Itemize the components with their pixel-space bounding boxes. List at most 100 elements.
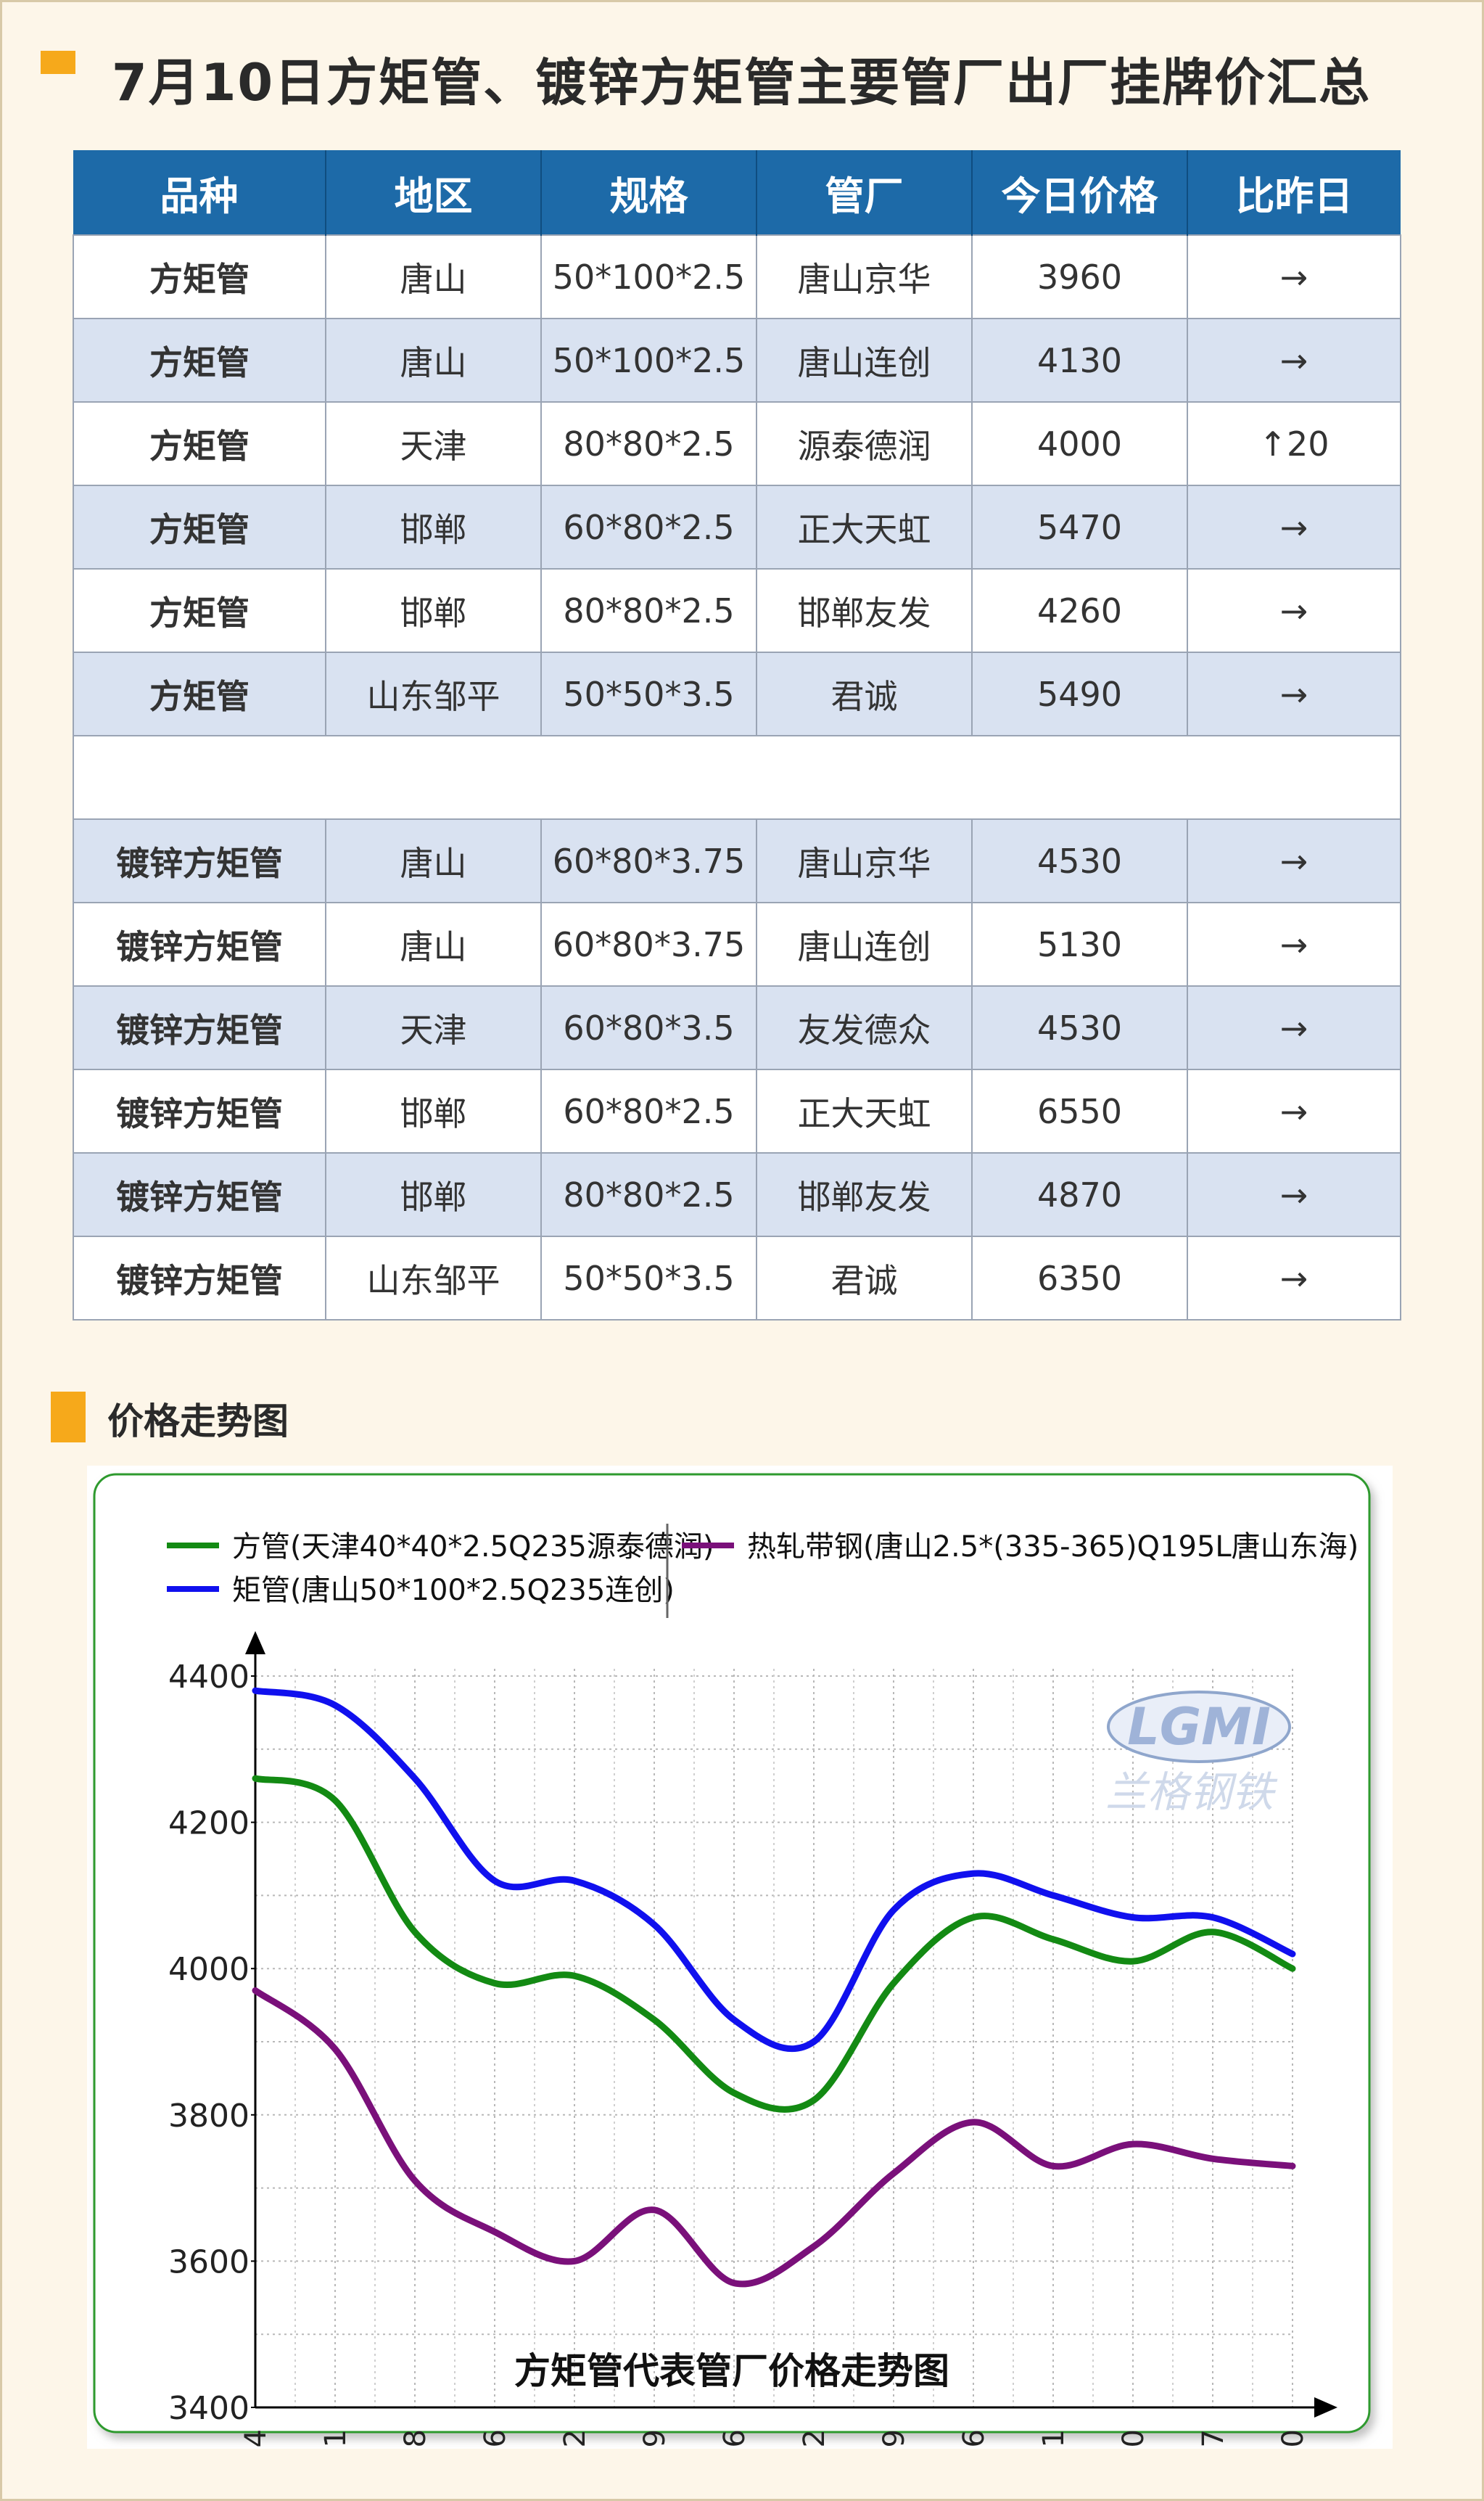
table-cell-region: 唐山: [325, 234, 542, 319]
legend-label: 热轧带钢(唐山2.5*(335-365)Q195L唐山东海): [747, 1530, 1359, 1564]
title-accent-bar: [41, 51, 75, 74]
table-cell-price: 4000: [971, 401, 1188, 486]
table-row: 镀锌方矩管 山东邹平 50*50*3.5 君诚 6350 →: [73, 1236, 1401, 1321]
table-cell-cat: 方矩管: [73, 568, 326, 653]
x-tick-label: 23.07.10: [1277, 2429, 1310, 2449]
table-cell-mill: 唐山连创: [756, 902, 973, 987]
table-cell-price: 4130: [971, 318, 1188, 403]
y-tick-label: 3800: [168, 2098, 250, 2135]
svg-text:兰格钢铁: 兰格钢铁: [1105, 1767, 1278, 1817]
table-cell-spec: 80*80*2.5: [540, 1152, 757, 1237]
x-axis-arrow: [1314, 2397, 1337, 2418]
table-cell-price: 4870: [971, 1152, 1188, 1237]
column-header: 管厂: [757, 150, 973, 235]
chart-legend: 方管(天津40*40*2.5Q235源泰德润) 矩管(唐山50*100*2.5Q2…: [167, 1524, 1359, 1618]
table-cell-spec: 80*80*2.5: [540, 568, 757, 653]
table-spacer-row: [73, 735, 1401, 820]
table-cell-price: 3960: [971, 234, 1188, 319]
table-cell-cat: 镀锌方矩管: [73, 985, 326, 1070]
price-table: 品种 地区 规格 管厂 今日价格 比昨日 方矩管 唐山 50*100*2.5 唐山京华…: [73, 150, 1401, 1321]
table-cell-region: 唐山: [325, 318, 542, 403]
table-cell-cat: 方矩管: [73, 485, 326, 570]
table-row: 镀锌方矩管 唐山 60*80*3.75 唐山连创 5130 →: [73, 902, 1401, 987]
x-tick-label: 23.06.21: [1037, 2429, 1071, 2449]
x-tick-label: 23.05.12: [558, 2429, 592, 2449]
y-tick-label: 4200: [168, 1805, 250, 1842]
watermark-logo: LGMI 兰格钢铁: [1105, 1691, 1291, 1817]
chart-svg: LGMI 兰格钢铁 4400 4200 4000 3800 3600 3400 23.04…: [93, 1473, 1371, 2449]
table-cell-price: 4530: [971, 985, 1188, 1070]
svg-text:LGMI: LGMI: [1127, 1697, 1271, 1757]
table-cell-spec: 50*50*3.5: [540, 652, 757, 736]
table-cell-mill: 唐山京华: [756, 234, 973, 319]
spacer-cell: [73, 735, 1401, 820]
table-cell-cat: 方矩管: [73, 318, 326, 403]
table-cell-price: 4530: [971, 818, 1188, 903]
table-cell-cat: 镀锌方矩管: [73, 1069, 326, 1154]
y-tick-label: 4400: [168, 1659, 250, 1696]
chart-frame: [93, 1473, 1371, 2434]
section-title: 价格走势图: [107, 1400, 289, 1442]
table-row: 镀锌方矩管 天津 60*80*3.5 友发德众 4530 →: [73, 985, 1401, 1070]
table-cell-price: 4260: [971, 568, 1188, 653]
table-cell-cat: 方矩管: [73, 234, 326, 319]
chart-title: 方矩管代表管厂价格走势图: [514, 2350, 949, 2392]
table-cell-mill: 邯郸友发: [756, 568, 973, 653]
x-tick-label: 23.05.06: [479, 2429, 512, 2449]
table-cell-mill: 唐山连创: [756, 318, 973, 403]
table-cell-change: →: [1187, 985, 1401, 1070]
x-tick-label: 23.06.09: [878, 2429, 911, 2449]
table-cell-price: 5130: [971, 902, 1188, 987]
table-cell-change: →: [1187, 1069, 1401, 1154]
section-accent-bar: [51, 1392, 86, 1442]
x-tick-label: 23.07.07: [1197, 2429, 1230, 2449]
y-axis-arrow: [245, 1631, 265, 1654]
table-cell-region: 邯郸: [325, 1069, 542, 1154]
x-tick-label: 23.05.19: [638, 2429, 672, 2449]
price-trend-chart: LGMI 兰格钢铁 4400 4200 4000 3800 3600 3400 23.04…: [87, 1466, 1393, 2449]
table-cell-change: →: [1187, 1152, 1401, 1237]
x-tick-label: 23.06.02: [798, 2429, 831, 2449]
table-cell-mill: 唐山京华: [756, 818, 973, 903]
table-row: 镀锌方矩管 唐山 60*80*3.75 唐山京华 4530 →: [73, 818, 1401, 903]
table-row: 镀锌方矩管 邯郸 60*80*2.5 正大天虹 6550 →: [73, 1069, 1401, 1154]
table-cell-spec: 60*80*3.75: [540, 818, 757, 903]
column-header: 比昨日: [1187, 150, 1401, 235]
y-tick-label: 4000: [168, 1951, 250, 1988]
table-cell-mill: 正大天虹: [756, 485, 973, 570]
table-row: 方矩管 山东邹平 50*50*3.5 君诚 5490 →: [73, 652, 1401, 736]
column-header: 规格: [541, 150, 757, 235]
table-cell-change: →: [1187, 1236, 1401, 1321]
table-cell-region: 邯郸: [325, 1152, 542, 1237]
table-cell-region: 唐山: [325, 902, 542, 987]
table-row: 方矩管 唐山 50*100*2.5 唐山连创 4130 →: [73, 318, 1401, 403]
column-header: 地区: [326, 150, 542, 235]
table-cell-cat: 方矩管: [73, 652, 326, 736]
column-header: 品种: [73, 150, 326, 235]
table-cell-cat: 镀锌方矩管: [73, 902, 326, 987]
legend-label: 矩管(唐山50*100*2.5Q235连创): [232, 1574, 675, 1607]
table-cell-region: 山东邹平: [325, 652, 542, 736]
y-tick-label: 3600: [168, 2243, 250, 2280]
table-cell-mill: 君诚: [756, 1236, 973, 1321]
table-row: 方矩管 唐山 50*100*2.5 唐山京华 3960 →: [73, 234, 1401, 319]
table-cell-price: 5470: [971, 485, 1188, 570]
table-cell-spec: 60*80*3.5: [540, 985, 757, 1070]
table-cell-mill: 邯郸友发: [756, 1152, 973, 1237]
chart-series: [252, 1687, 1296, 2288]
table-cell-price: 6550: [971, 1069, 1188, 1154]
table-cell-spec: 50*50*3.5: [540, 1236, 757, 1321]
table-cell-region: 邯郸: [325, 568, 542, 653]
table-row: 方矩管 邯郸 80*80*2.5 邯郸友发 4260 →: [73, 568, 1401, 653]
table-row: 镀锌方矩管 邯郸 80*80*2.5 邯郸友发 4870 →: [73, 1152, 1401, 1237]
table-cell-change: →: [1187, 234, 1401, 319]
table-cell-region: 天津: [325, 985, 542, 1070]
table-cell-cat: 镀锌方矩管: [73, 1236, 326, 1321]
x-tick-label: 23.04.28: [399, 2429, 432, 2449]
table-cell-mill: 源泰德润: [756, 401, 973, 486]
series-line-2: [252, 1987, 1296, 2288]
chart-axes: [245, 1631, 1337, 2418]
series-line-1: [252, 1687, 1296, 2053]
table-cell-price: 6350: [971, 1236, 1188, 1321]
legend-label: 方管(天津40*40*2.5Q235源泰德润): [232, 1530, 714, 1564]
